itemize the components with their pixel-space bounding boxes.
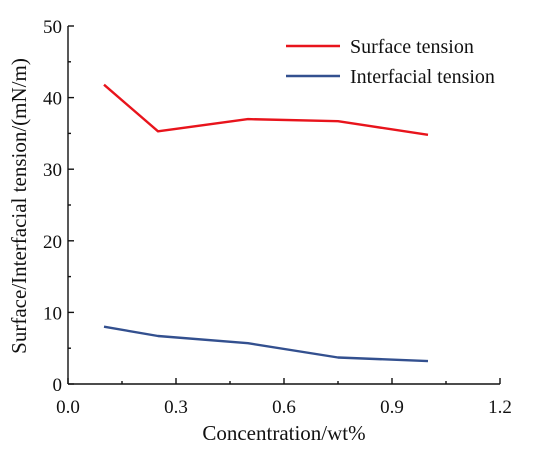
x-axis-label: Concentration/wt% [202, 421, 365, 445]
series-line-interfacial-tension [103, 325, 429, 363]
legend: Surface tension Interfacial tension [286, 36, 495, 88]
y-tick-label: 20 [43, 232, 62, 253]
x-tick-label: 0.3 [164, 397, 188, 418]
y-tick-label: 30 [43, 160, 62, 181]
x-tick-label: 0.6 [272, 397, 296, 418]
x-tick-label: 1.2 [488, 397, 512, 418]
legend-label-surface-tension: Surface tension [350, 36, 474, 58]
legend-label-interfacial-tension: Interfacial tension [350, 66, 495, 88]
ticks: 0.0 0.3 0.6 0.9 1.2 0 10 20 30 40 50 [43, 17, 512, 418]
x-tick-label: 0.9 [380, 397, 404, 418]
series-line-surface-tension [103, 83, 429, 136]
x-tick-label: 0.0 [56, 397, 80, 418]
y-tick-label: 10 [43, 303, 62, 324]
y-tick-label: 0 [53, 375, 63, 396]
y-axis-label: Surface/Interfacial tension/(mN/m) [7, 58, 31, 354]
y-tick-label: 40 [43, 89, 62, 110]
y-tick-label: 50 [43, 17, 62, 38]
series-group [103, 83, 429, 363]
